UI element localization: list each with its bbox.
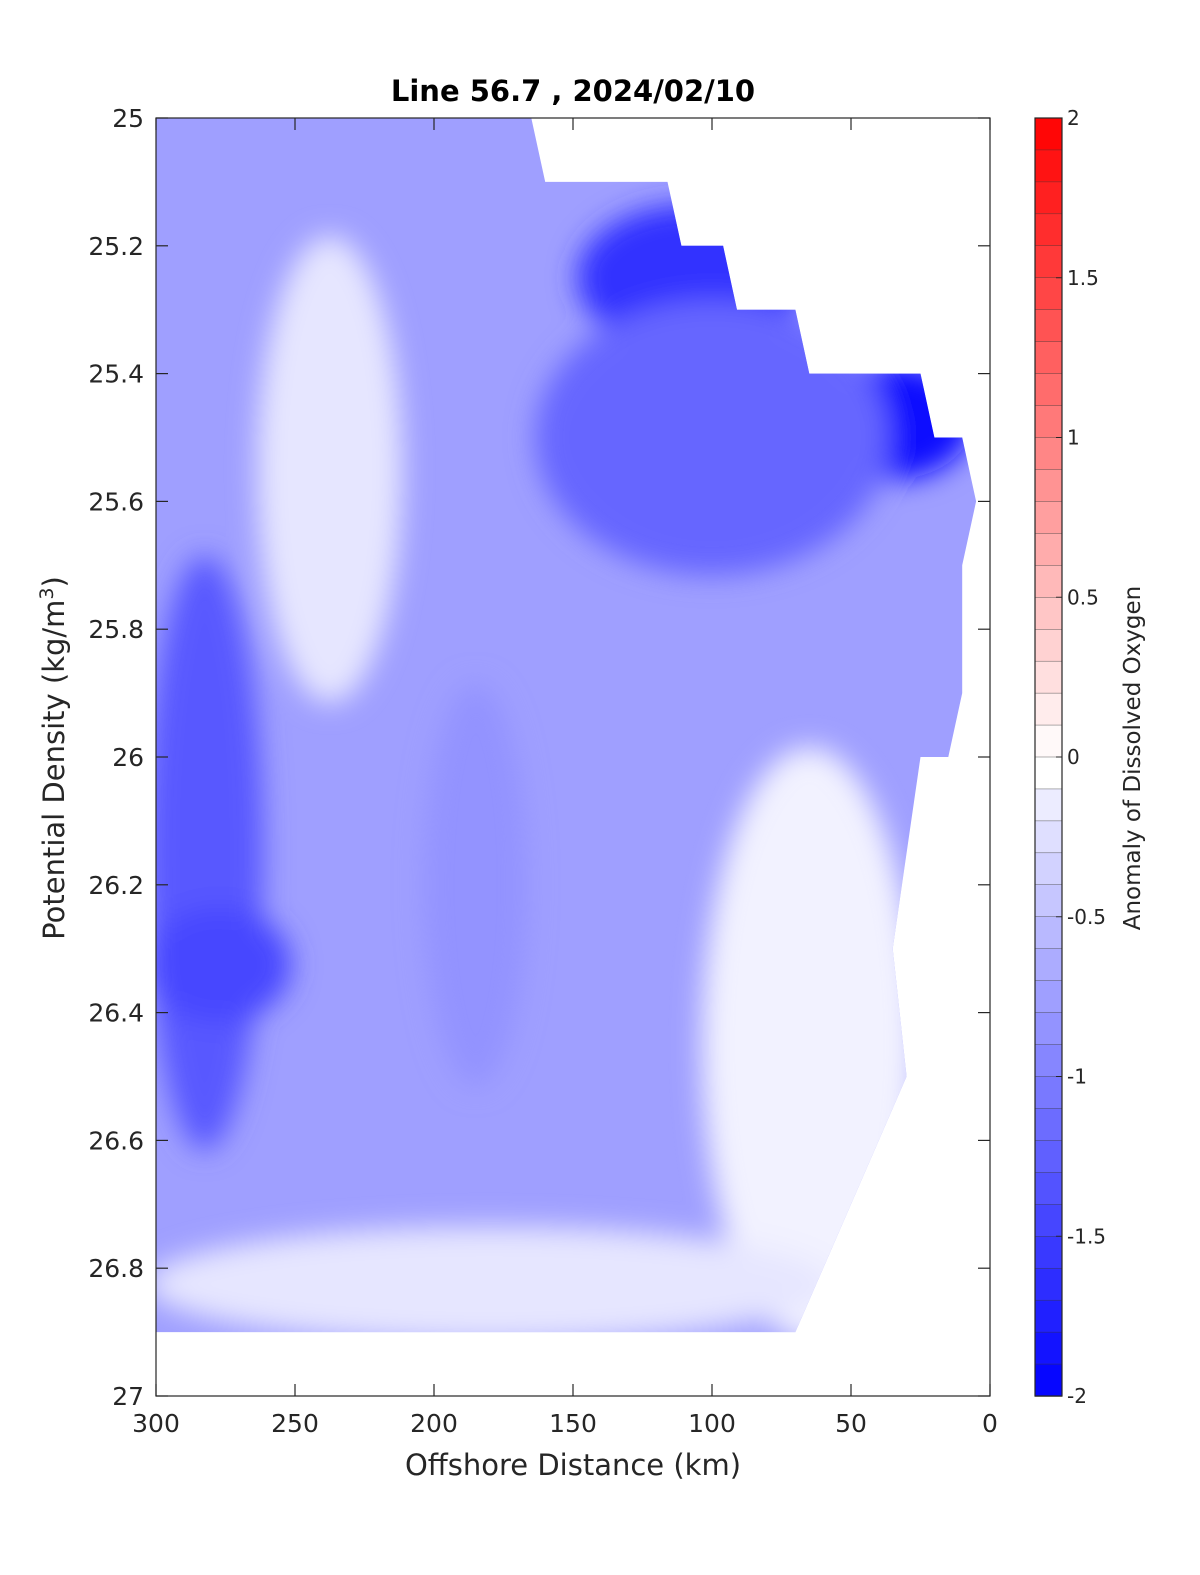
colorbar-level (1034, 660, 1063, 694)
colorbar-level (1034, 756, 1063, 790)
colorbar-level (1034, 1044, 1063, 1078)
colorbar (1034, 117, 1063, 1397)
anomaly-feature-offshore-low-deep (156, 555, 264, 1151)
x-tick-label: 200 (410, 1409, 458, 1438)
colorbar-tick-label: 0 (1067, 745, 1080, 769)
y-tick-label: 26.8 (88, 1254, 144, 1283)
y-tick-label: 25.4 (88, 360, 144, 389)
colorbar-frame (1034, 117, 1063, 1397)
colorbar-level (1034, 309, 1063, 343)
colorbar-level (1034, 1108, 1063, 1142)
colorbar-label: Anomaly of Dissolved Oxygen (1120, 586, 1146, 931)
colorbar-level (1034, 213, 1063, 247)
colorbar-level (1034, 437, 1063, 471)
colorbar-level (1034, 533, 1063, 566)
colorbar-level (1034, 692, 1063, 726)
colorbar-level (1034, 724, 1063, 758)
colorbar-tick-label: 1 (1067, 426, 1080, 450)
colorbar-tick-label: 1.5 (1067, 266, 1099, 290)
colorbar-level (1034, 117, 1063, 151)
colorbar-tick-label: 0.5 (1067, 585, 1099, 609)
x-tick-label: 50 (835, 1409, 867, 1438)
y-tick-label: 25 (112, 104, 144, 133)
colorbar-level (1034, 1140, 1063, 1174)
y-tick-label: 26 (112, 743, 144, 772)
colorbar-tick-label: -1.5 (1067, 1224, 1106, 1248)
colorbar-level (1034, 629, 1063, 662)
x-tick-label: 0 (982, 1409, 998, 1438)
colorbar-level (1034, 373, 1063, 407)
colorbar-level (1034, 1267, 1063, 1301)
colorbar-level (1034, 597, 1063, 630)
y-tick-label: 26.4 (88, 999, 144, 1028)
colorbar-tick-label: -2 (1067, 1384, 1087, 1408)
colorbar-level (1034, 1236, 1063, 1269)
x-tick-label: 150 (549, 1409, 597, 1438)
anomaly-feature-middle-band (424, 683, 528, 1087)
plot-frame (155, 117, 991, 1397)
y-tick-label: 25.6 (88, 487, 144, 516)
x-tick-label: 100 (688, 1409, 736, 1438)
colorbar-level (1034, 277, 1063, 311)
colorbar-tick-label: -1 (1067, 1065, 1087, 1089)
colorbar-level (1034, 565, 1063, 598)
colorbar-level (1034, 469, 1063, 503)
colorbar-level (1034, 1172, 1063, 1205)
colorbar-level (1034, 788, 1063, 822)
y-tick-label: 25.8 (88, 615, 144, 644)
colorbar-level (1034, 1076, 1063, 1110)
colorbar-level (1034, 341, 1063, 375)
y-tick-label: 25.2 (88, 232, 144, 261)
colorbar-tick-label: -0.5 (1067, 905, 1106, 929)
colorbar-level (1034, 852, 1063, 886)
colorbar-level (1034, 245, 1063, 279)
colorbar-level (1034, 1363, 1063, 1397)
colorbar-level (1034, 820, 1063, 854)
colorbar-level (1034, 980, 1063, 1014)
colorbar-level (1034, 916, 1063, 950)
y-axis-label: Potential Density (kg/m3) (36, 576, 71, 940)
colorbar-level (1034, 181, 1063, 215)
x-axis-label: Offshore Distance (km) (405, 1448, 741, 1482)
colorbar-level (1034, 1204, 1063, 1237)
colorbar-level (1034, 1331, 1063, 1365)
anomaly-feature-bottom-layer (156, 1226, 834, 1333)
anomaly-feature-offshore-low-core (156, 906, 292, 1023)
colorbar-level (1034, 149, 1063, 183)
chart-title: Line 56.7 , 2024/02/10 (391, 74, 755, 108)
colorbar-level (1034, 1012, 1063, 1046)
x-tick-label: 300 (132, 1409, 180, 1438)
colorbar-tick-label: 2 (1067, 106, 1080, 130)
colorbar-level (1034, 884, 1063, 918)
x-tick-label: 250 (271, 1409, 319, 1438)
y-tick-label: 27 (112, 1382, 144, 1411)
colorbar-level (1034, 948, 1063, 982)
colorbar-level (1034, 501, 1063, 535)
anomaly-feature-upper-transition (535, 299, 889, 576)
y-tick-label: 26.6 (88, 1126, 144, 1155)
colorbar-level (1034, 405, 1063, 439)
anomaly-feature-high-tongue (257, 235, 403, 703)
colorbar-level (1034, 1299, 1063, 1333)
y-tick-label: 26.2 (88, 871, 144, 900)
